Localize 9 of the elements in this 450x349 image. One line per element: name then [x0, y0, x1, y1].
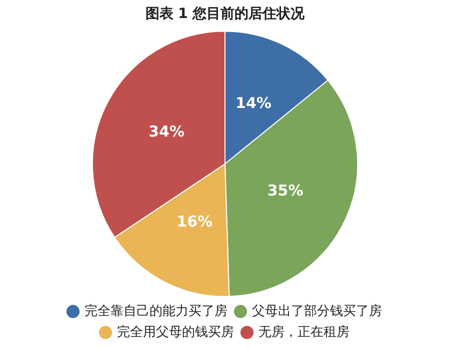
- chart-title: 图表 1 您目前的居住状况: [145, 6, 306, 22]
- legend-label: 父母出了部分钱买了房: [252, 302, 382, 319]
- data-label: 14%: [236, 94, 272, 112]
- data-label: 34%: [148, 122, 185, 140]
- legend-label: 完全靠自己的能力买了房: [84, 302, 228, 319]
- data-label: 16%: [176, 212, 213, 231]
- data-label: 35%: [267, 181, 304, 200]
- legend-label: 无房，正在租房: [258, 324, 350, 340]
- legend-label: 完全用父母的钱买房: [117, 324, 234, 340]
